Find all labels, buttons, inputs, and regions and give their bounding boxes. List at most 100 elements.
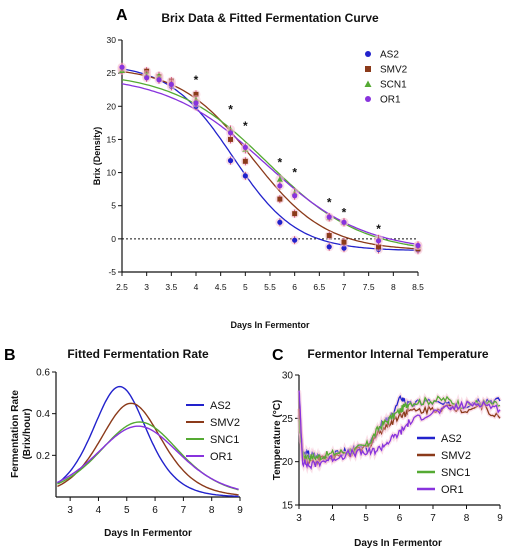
chart-a-x-tick-label: 3 — [144, 282, 149, 292]
chart-a-y-tick-label: 10 — [107, 168, 117, 178]
panel-letter-b: B — [4, 347, 16, 364]
chart-c-legend-label: OR1 — [441, 484, 464, 496]
chart-b-x-tick-label: 8 — [209, 505, 215, 516]
chart-b-x-tick-label: 9 — [237, 505, 243, 516]
chart-a-point-as2 — [326, 244, 332, 250]
chart-a-point-or1 — [227, 130, 234, 136]
chart-c-x-tick-label: 8 — [464, 513, 470, 524]
chart-a-y-tick-label: 30 — [107, 35, 117, 45]
chart-a-legend-marker — [364, 80, 372, 87]
chart-a-y-axis-label: Brix (Density) — [92, 127, 102, 186]
chart-b-y-tick-label: 0.4 — [36, 409, 50, 420]
chart-a-significance-star: * — [228, 103, 233, 117]
chart-a-legend-marker — [365, 96, 371, 102]
panel-letter-c: C — [272, 347, 284, 364]
chart-b-x-tick-label: 5 — [124, 505, 130, 516]
chart-c-y-tick-label: 20 — [282, 457, 294, 468]
chart-a-legend-marker — [365, 66, 371, 72]
chart-a-point-or1 — [277, 183, 283, 189]
chart-b-x-tick-label: 7 — [181, 505, 187, 516]
chart-b-legend-label: SMV2 — [210, 417, 240, 429]
chart-a-significance-star: * — [342, 205, 347, 219]
chart-a-point-smv2 — [341, 239, 347, 245]
chart-a-point-or1 — [119, 64, 125, 70]
chart-a-x-tick-label: 4.5 — [215, 282, 227, 292]
chart-c-trace-or1 — [298, 390, 501, 471]
chart-c-legend-label: SNC1 — [441, 467, 470, 479]
chart-c-y-tick-label: 15 — [282, 501, 294, 512]
chart-a-fit-curve-scn1 — [121, 79, 419, 247]
chart-a-fit-curve-smv2 — [121, 70, 419, 250]
chart-a-significance-star: * — [327, 195, 332, 209]
chart-a-point-smv2 — [193, 91, 199, 97]
chart-a-x-tick-label: 4 — [194, 282, 199, 292]
chart-a-point-or1 — [341, 219, 347, 225]
chart-a-point-or1 — [375, 238, 382, 244]
chart-a-significance-star: * — [376, 222, 381, 236]
chart-a-point-or1 — [144, 75, 150, 81]
panel-c: C Fermentor Internal Temperature 15 20 25 30 3… — [272, 347, 503, 549]
chart-a-x-tick-label: 5.5 — [264, 282, 276, 292]
chart-a-point-or1 — [326, 214, 332, 220]
chart-a-y-tick-label: -5 — [108, 267, 116, 277]
chart-c-x-tick-label: 3 — [296, 513, 302, 524]
chart-a-point-smv2 — [228, 136, 234, 142]
chart-b-y-tick-label: 0.6 — [36, 368, 50, 379]
chart-a-x-tick-label: 7 — [342, 282, 347, 292]
chart-a-x-tick-label: 6 — [292, 282, 297, 292]
chart-c-legend-label: AS2 — [441, 433, 462, 445]
chart-c-y-tick-label: 30 — [282, 371, 294, 382]
chart-a-point-smv2 — [242, 158, 248, 164]
chart-b-title: Fitted Fermentation Rate — [67, 347, 209, 361]
chart-c-title: Fermentor Internal Temperature — [307, 347, 488, 361]
chart-a-x-tick-label: 6.5 — [313, 282, 325, 292]
chart-a-x-tick-label: 8 — [391, 282, 396, 292]
chart-b-rate-curve-smv2 — [57, 402, 239, 496]
chart-a-point-as2 — [227, 158, 234, 164]
chart-a-point-as2 — [292, 237, 298, 243]
chart-a-x-axis-label: Days In Fermentor — [230, 320, 310, 330]
chart-c-trace-snc1 — [298, 395, 501, 462]
chart-a-point-or1 — [242, 144, 248, 150]
chart-b-legend-label: SNC1 — [210, 434, 239, 446]
chart-a-fit-curve-or1 — [121, 83, 419, 246]
chart-a-x-tick-label: 3.5 — [165, 282, 177, 292]
chart-a-y-tick-label: 25 — [107, 68, 117, 78]
panel-letter-a: A — [116, 7, 128, 24]
chart-a-point-or1 — [156, 77, 162, 83]
chart-c-y-axis-label: Temperature (°C) — [272, 400, 283, 481]
chart-b-y-axis-label: Fermentation Rate(Brix/hour) — [10, 390, 33, 478]
chart-b-x-tick-label: 6 — [152, 505, 158, 516]
chart-c-x-tick-label: 7 — [430, 513, 436, 524]
chart-b-y-tick-label: 0.2 — [36, 451, 50, 462]
chart-b-legend-label: OR1 — [210, 451, 233, 463]
chart-a-legend-label: SCN1 — [380, 80, 407, 91]
chart-a-y-tick-label: 0 — [111, 234, 116, 244]
chart-b-x-tick-label: 4 — [96, 505, 102, 516]
chart-b-y-axis-label-line: (Brix/hour) — [22, 408, 33, 459]
chart-a-point-smv2 — [376, 244, 382, 250]
chart-a-point-or1 — [292, 193, 298, 199]
chart-a-point-or1 — [415, 242, 421, 249]
chart-a-point-or1 — [168, 81, 174, 88]
chart-a-legend-label: AS2 — [380, 50, 399, 61]
chart-a-point-scn1 — [276, 176, 283, 182]
chart-a-significance-star: * — [194, 73, 199, 87]
chart-b-x-tick-label: 3 — [67, 505, 73, 516]
chart-a-y-tick-label: 20 — [107, 101, 117, 111]
chart-a-point-as2 — [242, 173, 248, 179]
chart-a-y-tick-label: 5 — [111, 201, 116, 211]
chart-a-point-or1 — [193, 100, 199, 106]
chart-c-x-tick-label: 9 — [497, 513, 503, 524]
chart-b-x-axis-label: Days In Fermentor — [104, 528, 192, 539]
chart-a-point-smv2 — [292, 211, 298, 217]
chart-b-legend-label: AS2 — [210, 400, 231, 412]
chart-b-rate-curve-as2 — [56, 385, 239, 497]
panel-b: B Fitted Fermentation Rate 0.2 0.4 0.6 3 4 5 6 7 8… — [4, 347, 243, 539]
chart-a-legend-label: OR1 — [380, 95, 401, 106]
chart-c-x-tick-label: 6 — [397, 513, 403, 524]
chart-a-point-as2 — [341, 245, 347, 251]
chart-a-x-tick-label: 8.5 — [412, 282, 424, 292]
chart-a-point-as2 — [277, 219, 283, 225]
